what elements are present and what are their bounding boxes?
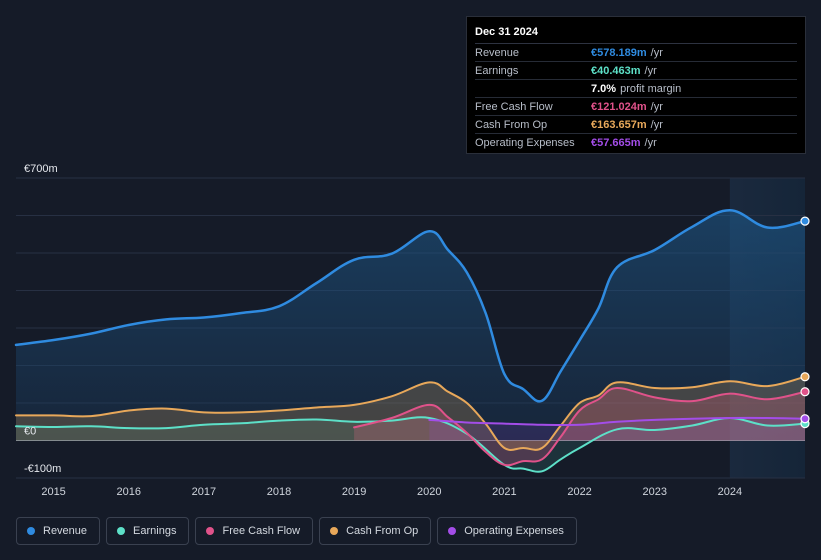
x-tick-label: 2021: [492, 486, 516, 498]
tooltip-row-fcf: Free Cash Flow €121.024m /yr: [475, 98, 797, 116]
cash-from-op-line: [15, 375, 806, 451]
legend-label: Cash From Op: [346, 525, 419, 537]
x-tick-label: 2015: [41, 486, 65, 498]
earnings-area: [16, 417, 805, 472]
revenue-endpoint: [800, 216, 810, 226]
legend: Revenue Earnings Free Cash Flow Cash Fro…: [16, 517, 577, 545]
tooltip-row-profit-margin: 7.0% profit margin: [475, 80, 797, 98]
cash-from-op-endpoint: [800, 372, 810, 382]
y-tick-label: €700m: [24, 163, 58, 175]
profit-margin-value: 7.0%: [591, 82, 617, 95]
legend-item-earnings[interactable]: Earnings: [106, 517, 190, 545]
x-tick-label: 2019: [342, 486, 366, 498]
legend-label: Earnings: [133, 525, 177, 537]
free-cash-flow-endpoint: [800, 387, 810, 397]
legend-item-operating-expenses[interactable]: Operating Expenses: [437, 517, 577, 545]
legend-label: Free Cash Flow: [222, 525, 301, 537]
legend-item-free-cash-flow[interactable]: Free Cash Flow: [195, 517, 314, 545]
x-tick-label: 2018: [267, 486, 291, 498]
tooltip-row-earnings: Earnings €40.463m /yr: [475, 62, 797, 80]
operating-expenses-line: [428, 416, 806, 427]
revenue-area: [16, 210, 805, 441]
x-tick-label: 2017: [192, 486, 216, 498]
operating-expenses-endpoint: [800, 414, 810, 424]
legend-label: Revenue: [43, 525, 88, 537]
tooltip-row-cfo: Cash From Op €163.657m /yr: [475, 116, 797, 134]
legend-dot-icon: [448, 527, 457, 535]
x-tick-label: 2020: [417, 486, 441, 498]
cfo-value: €163.657m: [591, 118, 647, 131]
free-cash-flow-line: [353, 386, 806, 467]
legend-item-revenue[interactable]: Revenue: [16, 517, 101, 545]
opex-value: €57.665m: [591, 136, 641, 149]
legend-dot-icon: [117, 527, 126, 535]
x-tick-label: 2024: [718, 486, 742, 498]
legend-label: Operating Expenses: [464, 525, 564, 537]
legend-item-cash-from-op[interactable]: Cash From Op: [319, 517, 432, 545]
legend-dot-icon: [330, 527, 339, 535]
tooltip-row-opex: Operating Expenses €57.665m /yr: [475, 136, 657, 149]
legend-dot-icon: [27, 527, 35, 535]
y-tick-label: €0: [24, 426, 36, 438]
y-tick-label: -€100m: [24, 463, 61, 475]
tooltip-row-revenue: Revenue €578.189m /yr: [475, 44, 797, 62]
earnings-value: €40.463m: [591, 64, 641, 77]
x-tick-label: 2016: [116, 486, 140, 498]
legend-dot-icon: [206, 527, 215, 535]
tooltip-date: Dec 31 2024: [475, 25, 797, 44]
x-tick-label: 2022: [567, 486, 591, 498]
fcf-value: €121.024m: [591, 100, 647, 113]
tooltip-panel: Dec 31 2024 Revenue €578.189m /yr Earnin…: [466, 16, 806, 154]
x-tick-label: 2023: [642, 486, 666, 498]
revenue-value: €578.189m: [591, 46, 647, 59]
revenue-line: [14, 209, 807, 403]
free-cash-flow-area: [354, 387, 805, 466]
earnings-line: [15, 416, 806, 473]
